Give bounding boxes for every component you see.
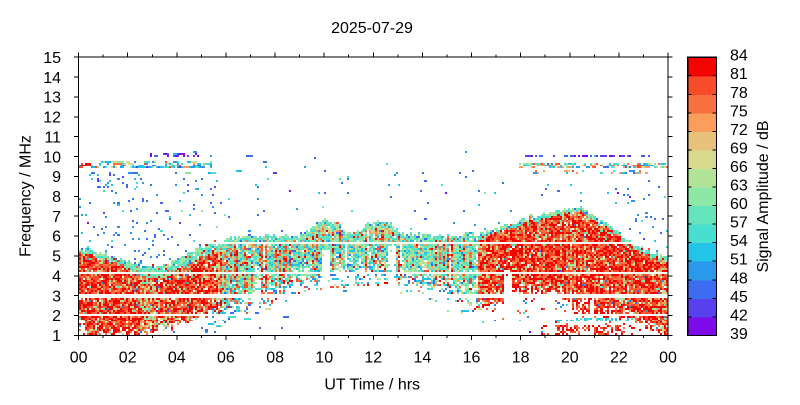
svg-text:8: 8 xyxy=(52,189,61,206)
svg-text:10: 10 xyxy=(43,149,61,166)
svg-text:75: 75 xyxy=(730,103,748,120)
svg-text:12: 12 xyxy=(43,110,61,127)
svg-text:00: 00 xyxy=(659,350,677,367)
svg-text:1: 1 xyxy=(52,328,61,345)
svg-text:18: 18 xyxy=(512,350,530,367)
svg-text:2: 2 xyxy=(52,308,61,325)
svg-text:00: 00 xyxy=(70,350,88,367)
svg-text:11: 11 xyxy=(44,129,61,146)
svg-text:39: 39 xyxy=(730,326,748,343)
svg-text:UT Time / hrs: UT Time / hrs xyxy=(324,376,420,393)
svg-text:06: 06 xyxy=(217,350,235,367)
svg-text:10: 10 xyxy=(315,350,333,367)
svg-text:12: 12 xyxy=(364,350,382,367)
svg-text:42: 42 xyxy=(730,307,748,324)
svg-text:48: 48 xyxy=(730,270,748,287)
svg-text:16: 16 xyxy=(463,350,481,367)
svg-text:14: 14 xyxy=(414,350,432,367)
svg-text:72: 72 xyxy=(730,122,748,139)
svg-text:81: 81 xyxy=(730,66,748,83)
svg-text:60: 60 xyxy=(730,196,748,213)
svg-text:54: 54 xyxy=(730,233,748,250)
svg-text:Frequency / MHz: Frequency / MHz xyxy=(18,135,35,257)
svg-text:45: 45 xyxy=(730,289,748,306)
svg-text:5: 5 xyxy=(52,249,61,266)
svg-text:Signal Amplitude / dB: Signal Amplitude / dB xyxy=(755,120,772,272)
svg-text:9: 9 xyxy=(52,169,61,186)
svg-text:51: 51 xyxy=(730,252,748,269)
svg-text:22: 22 xyxy=(610,350,628,367)
svg-text:84: 84 xyxy=(730,48,748,65)
svg-text:15: 15 xyxy=(43,50,61,67)
svg-text:66: 66 xyxy=(730,159,748,176)
svg-text:63: 63 xyxy=(730,178,748,195)
svg-text:78: 78 xyxy=(730,85,748,102)
svg-text:3: 3 xyxy=(52,288,61,305)
svg-text:7: 7 xyxy=(52,209,61,226)
svg-text:4: 4 xyxy=(52,269,61,286)
svg-text:69: 69 xyxy=(730,140,748,157)
svg-text:08: 08 xyxy=(266,350,284,367)
svg-text:02: 02 xyxy=(119,350,137,367)
svg-text:04: 04 xyxy=(168,350,186,367)
svg-text:20: 20 xyxy=(561,350,579,367)
svg-text:6: 6 xyxy=(52,229,61,246)
svg-text:2025-07-29: 2025-07-29 xyxy=(331,20,413,37)
svg-text:57: 57 xyxy=(730,215,748,232)
svg-text:14: 14 xyxy=(43,70,61,87)
svg-text:13: 13 xyxy=(43,90,61,107)
